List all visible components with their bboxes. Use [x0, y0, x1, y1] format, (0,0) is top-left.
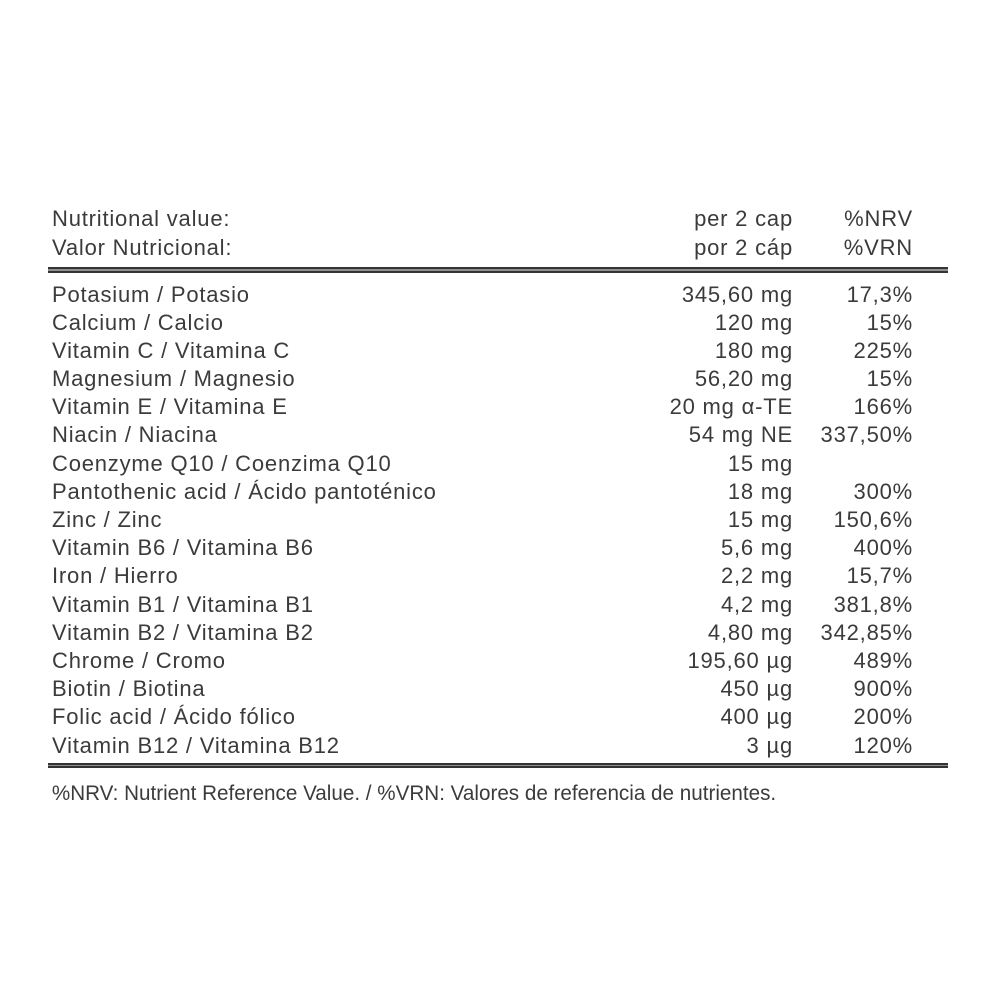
table-row: Vitamin C / Vitamina C 180 mg 225% [48, 337, 948, 365]
nutrient-nrv: 15% [866, 309, 913, 335]
nutrient-rows: Potasium / Potasio 345,60 mg 17,3% Calcium … [48, 281, 948, 760]
nutrient-name: Vitamin B1 / Vitamina B1 [52, 591, 314, 617]
nutrient-name: Magnesium / Magnesio [52, 366, 296, 392]
table-row: Magnesium / Magnesio 56,20 mg 15% [48, 365, 948, 393]
table-row: Vitamin B6 / Vitamina B6 5,6 mg 400% [48, 534, 948, 562]
table-row: Vitamin B12 / Vitamina B12 3 µg 120% [48, 732, 948, 760]
nutrient-amount: 4,2 mg [720, 591, 793, 617]
nutrient-amount: 345,60 mg [681, 281, 793, 307]
nutrient-nrv: 381,8% [833, 591, 913, 617]
table-row: Vitamin B1 / Vitamina B1 4,2 mg 381,8% [48, 591, 948, 619]
table-row: Calcium / Calcio 120 mg 15% [48, 309, 948, 337]
table-header-row-es: Valor Nutricional: por 2 cáp %VRN [48, 233, 948, 262]
nutrient-name: Coenzyme Q10 / Coenzima Q10 [52, 450, 392, 476]
nutrient-amount: 180 mg [714, 337, 793, 363]
header-nrv-en: %NRV [844, 206, 913, 231]
nutrient-amount: 2,2 mg [720, 563, 793, 589]
header-amount-es: por 2 cáp [694, 235, 793, 260]
nutrient-nrv: 489% [853, 647, 913, 673]
table-row: Niacin / Niacina 54 mg NE 337,50% [48, 421, 948, 449]
nutrient-nrv: 900% [853, 676, 913, 702]
nutrient-nrv: 225% [853, 337, 913, 363]
nutrient-name: Biotin / Biotina [52, 676, 206, 702]
nutrient-name: Vitamin E / Vitamina E [52, 394, 288, 420]
nutrient-name: Niacin / Niacina [52, 422, 218, 448]
table-row: Coenzyme Q10 / Coenzima Q10 15 mg [48, 450, 948, 478]
table-row: Biotin / Biotina 450 µg 900% [48, 675, 948, 703]
nutrient-nrv: 200% [853, 704, 913, 730]
nutrient-name: Potasium / Potasio [52, 281, 250, 307]
nutrient-amount: 120 mg [714, 309, 793, 335]
nutrient-nrv: 166% [853, 394, 913, 420]
header-title-es: Valor Nutricional: [52, 235, 233, 260]
nutrient-nrv: 342,85% [820, 619, 913, 645]
nutrient-nrv: 400% [853, 535, 913, 561]
table-row: Pantothenic acid / Ácido pantoténico 18 m… [48, 478, 948, 506]
table-row: Vitamin B2 / Vitamina B2 4,80 mg 342,85% [48, 619, 948, 647]
table-row: Zinc / Zinc 15 mg 150,6% [48, 506, 948, 534]
nutrient-name: Folic acid / Ácido fólico [52, 704, 296, 730]
nutrient-name: Zinc / Zinc [52, 507, 163, 532]
nutrient-nrv: 300% [853, 478, 913, 504]
nutrient-name: Vitamin B12 / Vitamina B12 [52, 732, 340, 758]
nutrient-name: Chrome / Cromo [52, 647, 226, 673]
nutrient-name: Vitamin B6 / Vitamina B6 [52, 535, 314, 561]
table-row: Folic acid / Ácido fólico 400 µg 200% [48, 703, 948, 731]
nutrient-amount: 450 µg [720, 676, 793, 702]
table-row: Potasium / Potasio 345,60 mg 17,3% [48, 281, 948, 309]
nutrient-name: Iron / Hierro [52, 563, 179, 589]
header-amount-en: per 2 cap [694, 206, 793, 231]
nutrient-amount: 400 µg [720, 704, 793, 730]
table-header-row-en: Nutritional value: per 2 cap %NRV [48, 204, 948, 233]
nutrient-name: Calcium / Calcio [52, 309, 224, 335]
footnote: %NRV: Nutrient Reference Value. / %VRN: … [51, 781, 777, 806]
nutrient-amount: 5,6 mg [720, 535, 793, 561]
nutrient-nrv: 120% [853, 732, 913, 758]
nutrient-amount: 56,20 mg [694, 366, 793, 392]
nutrient-amount: 54 mg NE [688, 422, 793, 448]
nutrient-amount: 18 mg [727, 478, 793, 504]
header-nrv-es: %VRN [843, 235, 913, 260]
nutrient-amount: 4,80 mg [707, 619, 793, 645]
nutrient-amount: 15 mg [727, 450, 793, 476]
nutrient-nrv: 337,50% [820, 422, 913, 448]
nutrient-nrv: 15,7% [846, 563, 913, 589]
nutrient-amount: 3 µg [746, 732, 793, 758]
header-title-en: Nutritional value: [52, 206, 231, 231]
nutrient-nrv: 15% [866, 366, 913, 392]
nutrient-name: Vitamin C / Vitamina C [52, 337, 291, 363]
nutrient-nrv: 150,6% [833, 507, 913, 532]
table-row: Iron / Hierro 2,2 mg 15,7% [48, 562, 948, 590]
header-divider-rule [48, 267, 948, 273]
footer-divider-rule [48, 762, 948, 769]
nutrient-name: Vitamin B2 / Vitamina B2 [52, 619, 314, 645]
nutrient-nrv: 17,3% [846, 281, 913, 307]
nutrition-label: Nutritional value: per 2 cap %NRV Valor … [48, 204, 948, 806]
table-row: Vitamin E / Vitamina E 20 mg α-TE 166% [48, 393, 948, 421]
nutrient-amount: 15 mg [727, 507, 793, 532]
nutrient-amount: 20 mg α-TE [669, 394, 793, 420]
nutrient-name: Pantothenic acid / Ácido pantoténico [52, 478, 437, 504]
nutrient-amount: 195,60 µg [687, 647, 793, 673]
table-row: Chrome / Cromo 195,60 µg 489% [48, 647, 948, 675]
